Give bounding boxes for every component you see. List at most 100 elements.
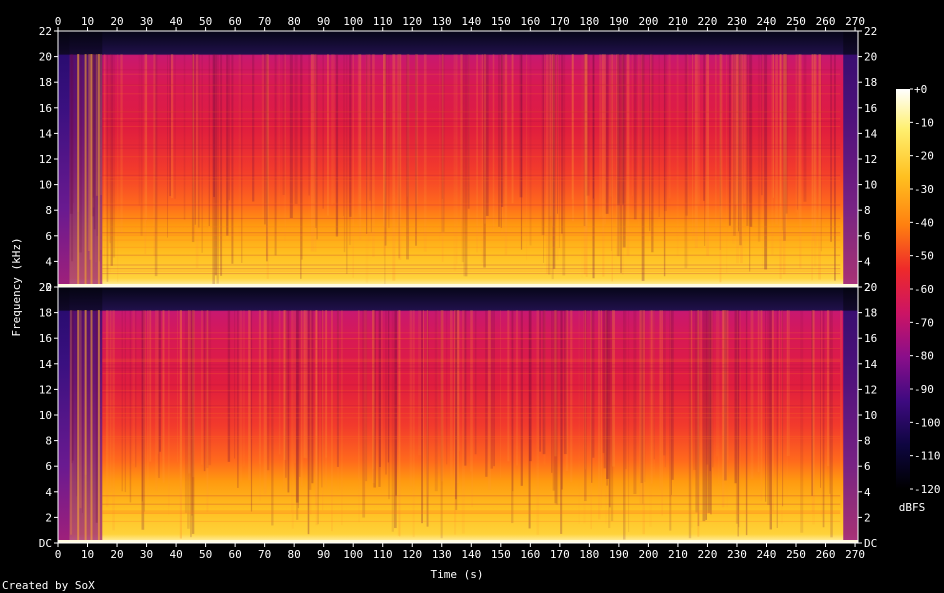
texture-stripe bbox=[697, 54, 700, 207]
texture-stripe bbox=[300, 54, 302, 279]
texture-stripe bbox=[717, 310, 720, 485]
x-tick-label: 220 bbox=[698, 15, 718, 28]
y-tick-label: 2 bbox=[45, 511, 52, 524]
texture-stripe bbox=[599, 54, 602, 217]
x-tick-label: 160 bbox=[520, 548, 540, 561]
texture-stripe bbox=[511, 310, 514, 524]
texture-stripe bbox=[780, 54, 782, 207]
texture-stripe bbox=[303, 310, 306, 458]
texture-stripe bbox=[552, 54, 556, 269]
texture-stripe bbox=[649, 54, 651, 232]
texture-stripe bbox=[702, 310, 706, 522]
texture-stripe bbox=[373, 310, 376, 488]
y-tick-label: 14 bbox=[39, 127, 53, 140]
texture-stripe bbox=[783, 54, 786, 241]
colorbar-tick-label: +0 bbox=[914, 83, 927, 96]
texture-stripe bbox=[192, 54, 194, 221]
harmonic-band bbox=[102, 120, 841, 122]
y-tick-label: 18 bbox=[39, 307, 52, 320]
harmonic-band bbox=[102, 390, 841, 392]
x-tick-label: 210 bbox=[668, 548, 688, 561]
texture-stripe bbox=[583, 310, 586, 524]
texture-stripe bbox=[613, 54, 616, 204]
texture-stripe bbox=[583, 54, 585, 275]
harmonic-band bbox=[102, 273, 841, 275]
texture-stripe bbox=[314, 54, 317, 252]
x-tick-label: 250 bbox=[786, 15, 806, 28]
texture-stripe bbox=[706, 310, 709, 465]
harmonic-band bbox=[102, 503, 841, 505]
texture-stripe bbox=[529, 54, 532, 246]
texture-stripe bbox=[562, 54, 566, 276]
x-tick-label: 80 bbox=[288, 15, 301, 28]
texture-stripe bbox=[467, 54, 470, 209]
texture-stripe bbox=[458, 310, 461, 452]
quiet-intro bbox=[58, 31, 70, 287]
texture-stripe bbox=[644, 310, 646, 482]
texture-stripe bbox=[663, 54, 666, 277]
texture-stripe bbox=[591, 310, 593, 483]
texture-stripe bbox=[258, 310, 261, 465]
x-tick-label: 20 bbox=[110, 15, 123, 28]
texture-stripe bbox=[206, 310, 209, 469]
harmonic-band bbox=[102, 520, 841, 522]
texture-stripe bbox=[584, 310, 586, 470]
x-tick-label: 210 bbox=[668, 15, 688, 28]
texture-stripe bbox=[415, 54, 417, 242]
colorbar-tick-label: -50 bbox=[914, 250, 934, 263]
texture-stripe bbox=[71, 310, 74, 461]
y-tick-label: 10 bbox=[39, 409, 52, 422]
x-tick-label: 260 bbox=[816, 548, 836, 561]
texture-stripe bbox=[586, 54, 590, 196]
texture-stripe bbox=[140, 54, 143, 236]
texture-stripe bbox=[767, 310, 771, 505]
texture-stripe bbox=[158, 310, 160, 478]
texture-stripe bbox=[455, 310, 457, 500]
texture-stripe bbox=[659, 310, 662, 490]
texture-stripe bbox=[317, 310, 319, 525]
texture-stripe bbox=[688, 310, 692, 539]
texture-stripe bbox=[121, 310, 123, 492]
texture-stripe bbox=[144, 310, 145, 512]
texture-stripe bbox=[820, 310, 821, 488]
harmonic-band bbox=[102, 270, 841, 272]
texture-stripe bbox=[558, 54, 560, 248]
texture-stripe bbox=[745, 310, 748, 536]
texture-stripe bbox=[177, 310, 178, 463]
y-tick-label: DC bbox=[39, 537, 52, 550]
harmonic-band bbox=[102, 174, 841, 176]
texture-stripe bbox=[104, 54, 106, 258]
texture-stripe bbox=[641, 54, 645, 281]
texture-stripe bbox=[450, 310, 453, 489]
texture-stripe bbox=[135, 310, 137, 468]
texture-stripe bbox=[157, 310, 159, 454]
texture-stripe bbox=[174, 54, 176, 199]
texture-stripe bbox=[295, 310, 299, 503]
texture-stripe bbox=[631, 54, 634, 197]
texture-stripe bbox=[391, 310, 394, 532]
texture-stripe bbox=[197, 54, 200, 228]
harmonic-band bbox=[102, 436, 841, 438]
harmonic-band bbox=[102, 239, 841, 241]
x-tick-label: 60 bbox=[228, 548, 241, 561]
x-tick-label: 80 bbox=[288, 548, 301, 561]
texture-stripe bbox=[467, 54, 470, 256]
x-tick-label: 20 bbox=[110, 548, 123, 561]
texture-stripe bbox=[492, 54, 495, 232]
texture-stripe bbox=[441, 54, 443, 199]
x-axis-label: Time (s) bbox=[431, 568, 484, 581]
texture-stripe bbox=[359, 54, 362, 240]
texture-stripe bbox=[143, 310, 146, 503]
texture-stripe bbox=[162, 310, 165, 483]
texture-stripe bbox=[480, 54, 482, 252]
texture-stripe bbox=[73, 54, 74, 204]
harmonic-band bbox=[102, 367, 841, 369]
texture-stripe bbox=[106, 54, 109, 282]
texture-stripe bbox=[760, 310, 763, 501]
y-tick-label: 10 bbox=[864, 179, 877, 192]
texture-stripe bbox=[529, 310, 532, 462]
texture-stripe bbox=[385, 310, 387, 475]
texture-stripe bbox=[284, 54, 286, 241]
texture-stripe bbox=[92, 54, 95, 208]
texture-stripe bbox=[738, 54, 739, 232]
